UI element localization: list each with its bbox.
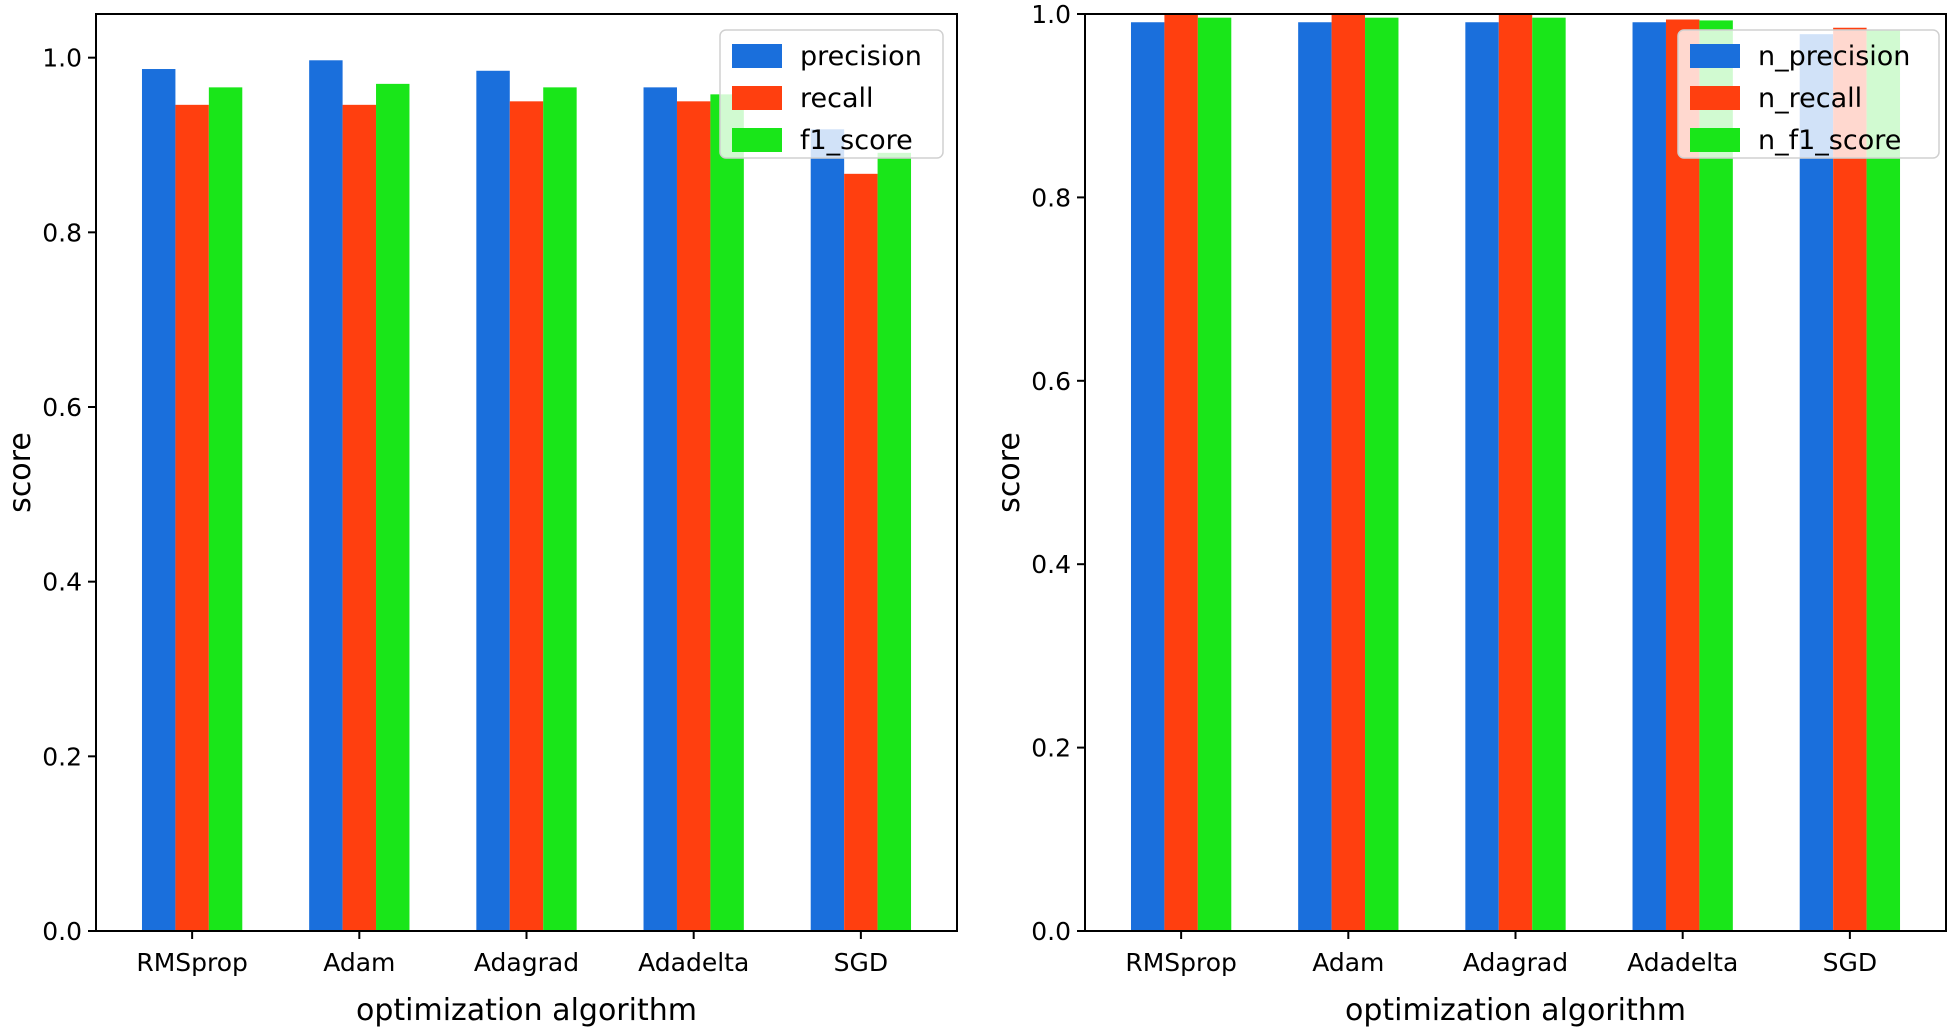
bar-recall-Adam — [342, 104, 377, 931]
bar-f1_score-Adam — [376, 83, 410, 932]
legend-swatch-n_precision — [1690, 44, 1740, 68]
y-axis-label: score — [3, 432, 38, 513]
legend: precision recall f1_score — [719, 29, 944, 159]
bar-f1_score-SGD — [877, 152, 912, 932]
bar-f1_score-Adagrad — [543, 87, 577, 932]
legend-label-f1_score: f1_score — [800, 125, 913, 156]
bar-precision-RMSprop — [141, 69, 176, 931]
bar-f1_score-Adadelta — [710, 94, 744, 932]
x-tick-label: RMSprop — [136, 948, 248, 977]
y-tick-label: 0.8 — [1031, 183, 1071, 212]
bar-n_f1_score-Adam — [1365, 17, 1399, 932]
y-tick-label: 0.0 — [1031, 917, 1071, 946]
y-tick-label: 0.0 — [42, 917, 82, 946]
bar-n_recall-SGD — [1833, 27, 1867, 931]
x-tick-label: Adam — [323, 948, 395, 977]
y-tick-label: 0.6 — [1031, 367, 1071, 396]
x-axis-label: optimization algorithm — [1345, 993, 1686, 1028]
y-tick-label: 1.0 — [1031, 0, 1071, 29]
legend-label-n_precision: n_precision — [1758, 41, 1910, 72]
legend-box — [1677, 29, 1940, 159]
legend-label-n_recall: n_recall — [1758, 83, 1862, 114]
y-tick-label: 0.2 — [42, 742, 82, 771]
bar-recall-SGD — [844, 173, 878, 931]
bar-n_precision-Adagrad — [1465, 22, 1499, 931]
legend-label-precision: precision — [800, 41, 922, 72]
bar-n_f1_score-Adagrad — [1532, 17, 1566, 932]
y-tick-label: 0.4 — [1031, 550, 1071, 579]
x-tick-label: Adagrad — [1463, 948, 1568, 977]
bar-n_recall-Adadelta — [1665, 19, 1700, 931]
legend-label-recall: recall — [800, 83, 874, 114]
legend-swatch-recall — [732, 86, 782, 110]
y-tick-label: 1.0 — [42, 44, 82, 73]
legend-label-n_f1_score: n_f1_score — [1758, 125, 1901, 156]
legend-swatch-precision — [732, 44, 782, 68]
y-tick-label: 0.8 — [42, 218, 82, 247]
y-tick-label: 0.6 — [42, 393, 82, 422]
y-tick-label: 0.4 — [42, 568, 82, 597]
bar-precision-Adadelta — [643, 87, 677, 932]
chart-panel-1: 0.0 0.2 0.4 0.6 0.8 1.0 RMSprop Adam Adagrad Adad… — [3, 13, 958, 1028]
bar-f1_score-RMSprop — [208, 87, 243, 932]
bar-n_precision-Adam — [1298, 22, 1332, 931]
bar-n_f1_score-Adadelta — [1699, 20, 1733, 932]
legend: n_precision n_recall n_f1_score — [1677, 29, 1940, 159]
x-tick-label: Adadelta — [1627, 948, 1738, 977]
bar-n_recall-Adam — [1331, 14, 1366, 931]
legend-swatch-n_f1_score — [1690, 128, 1740, 152]
x-tick-label: SGD — [834, 948, 889, 977]
bar-precision-Adagrad — [476, 70, 510, 931]
bar-n_f1_score-RMSprop — [1197, 17, 1232, 932]
bar-n_precision-RMSprop — [1130, 22, 1165, 931]
legend-swatch-f1_score — [732, 128, 782, 152]
bar-recall-Adadelta — [676, 101, 711, 931]
x-axis-label: optimization algorithm — [356, 993, 697, 1028]
bar-n_recall-Adagrad — [1498, 14, 1533, 931]
bar-precision-SGD — [810, 129, 845, 931]
bar-n_recall-RMSprop — [1164, 14, 1198, 931]
bar-recall-Adagrad — [509, 101, 544, 931]
y-tick-label: 0.2 — [1031, 734, 1071, 763]
x-tick-label: RMSprop — [1125, 948, 1237, 977]
legend-swatch-n_recall — [1690, 86, 1740, 110]
chart-panel-2: 0.0 0.2 0.4 0.6 0.8 1.0 RMSprop Adam Adagrad Adad… — [992, 0, 1947, 1028]
x-tick-label: Adagrad — [474, 948, 579, 977]
bar-n_f1_score-SGD — [1866, 30, 1901, 931]
x-tick-label: Adadelta — [638, 948, 749, 977]
bar-recall-RMSprop — [175, 104, 209, 931]
bar-precision-Adam — [309, 60, 343, 932]
bar-n_precision-SGD — [1799, 34, 1834, 932]
y-axis-label: score — [992, 432, 1027, 513]
x-tick-label: SGD — [1823, 948, 1878, 977]
x-tick-label: Adam — [1312, 948, 1384, 977]
bar-n_precision-Adadelta — [1632, 22, 1666, 931]
